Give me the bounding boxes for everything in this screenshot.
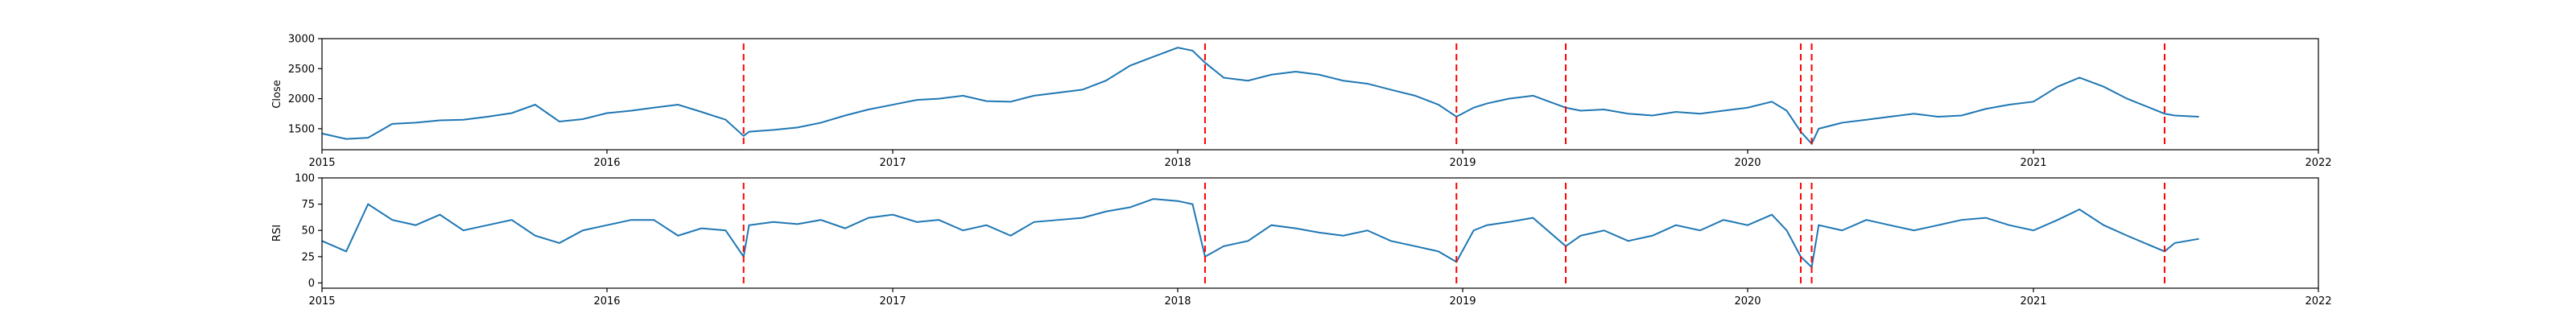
x-tick-label: 2018 bbox=[1164, 157, 1191, 169]
x-tick-label: 2015 bbox=[308, 295, 335, 308]
axes-frame bbox=[321, 177, 2319, 289]
x-tick-label: 2016 bbox=[593, 295, 620, 308]
axes-frame bbox=[321, 38, 2319, 151]
x-tick-label: 2020 bbox=[1734, 157, 1761, 169]
rsi-panel: 2015 2016 2017 2018 2019 2020 2021 2022 0 25 50 75 1… bbox=[271, 173, 2332, 308]
series-line bbox=[321, 198, 2199, 269]
x-tick-label: 2017 bbox=[879, 295, 906, 308]
x-tick-label: 2016 bbox=[593, 157, 620, 169]
y-tick-label: 0 bbox=[308, 278, 315, 290]
y-axis-label: Close bbox=[271, 80, 283, 108]
x-tick-label: 2021 bbox=[2020, 295, 2046, 308]
y-tick-label: 1500 bbox=[288, 123, 315, 135]
y-tick-label: 2000 bbox=[288, 93, 315, 105]
y-tick-label: 75 bbox=[301, 199, 315, 211]
y-tick-label: 3000 bbox=[288, 34, 315, 46]
x-tick-label: 2018 bbox=[1164, 295, 1191, 308]
x-tick-label: 2022 bbox=[2305, 157, 2331, 169]
x-tick-label: 2017 bbox=[879, 157, 906, 169]
x-tick-label: 2019 bbox=[1449, 157, 1476, 169]
y-axis-label: RSI bbox=[271, 225, 283, 242]
y-tick-label: 2500 bbox=[288, 64, 315, 76]
x-tick-label: 2021 bbox=[2020, 157, 2046, 169]
close-price-panel: 2015 2016 2017 2018 2019 2020 2021 2022 1500 2000… bbox=[271, 34, 2332, 170]
x-tick-label: 2020 bbox=[1734, 295, 1761, 308]
x-tick-label: 2015 bbox=[308, 157, 335, 169]
series-line bbox=[321, 47, 2199, 146]
y-tick-label: 25 bbox=[301, 251, 315, 263]
x-tick-label: 2019 bbox=[1449, 295, 1476, 308]
y-tick-label: 100 bbox=[295, 173, 315, 185]
x-tick-label: 2022 bbox=[2305, 295, 2331, 308]
y-tick-label: 50 bbox=[301, 225, 315, 237]
